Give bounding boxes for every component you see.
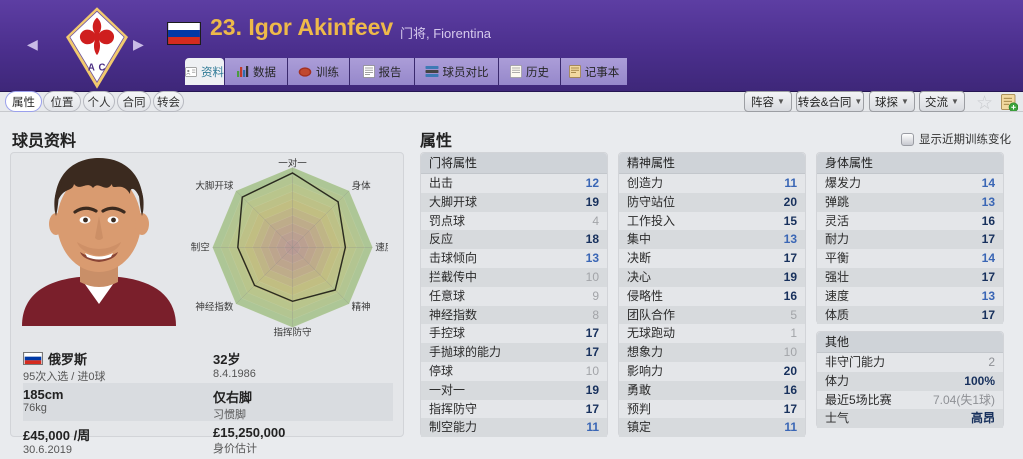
svg-text:神经指数: 神经指数	[195, 301, 234, 313]
svg-text:精神: 精神	[352, 301, 371, 313]
svg-text:身体: 身体	[352, 180, 372, 192]
svg-text:A C: A C	[88, 63, 106, 74]
svg-text:一对一: 一对一	[278, 157, 307, 169]
svg-text:指挥防守: 指挥防守	[273, 327, 311, 339]
svg-text:速度: 速度	[375, 242, 388, 254]
svg-text:制空: 制空	[191, 242, 210, 254]
svg-text:大脚开球: 大脚开球	[195, 180, 234, 192]
